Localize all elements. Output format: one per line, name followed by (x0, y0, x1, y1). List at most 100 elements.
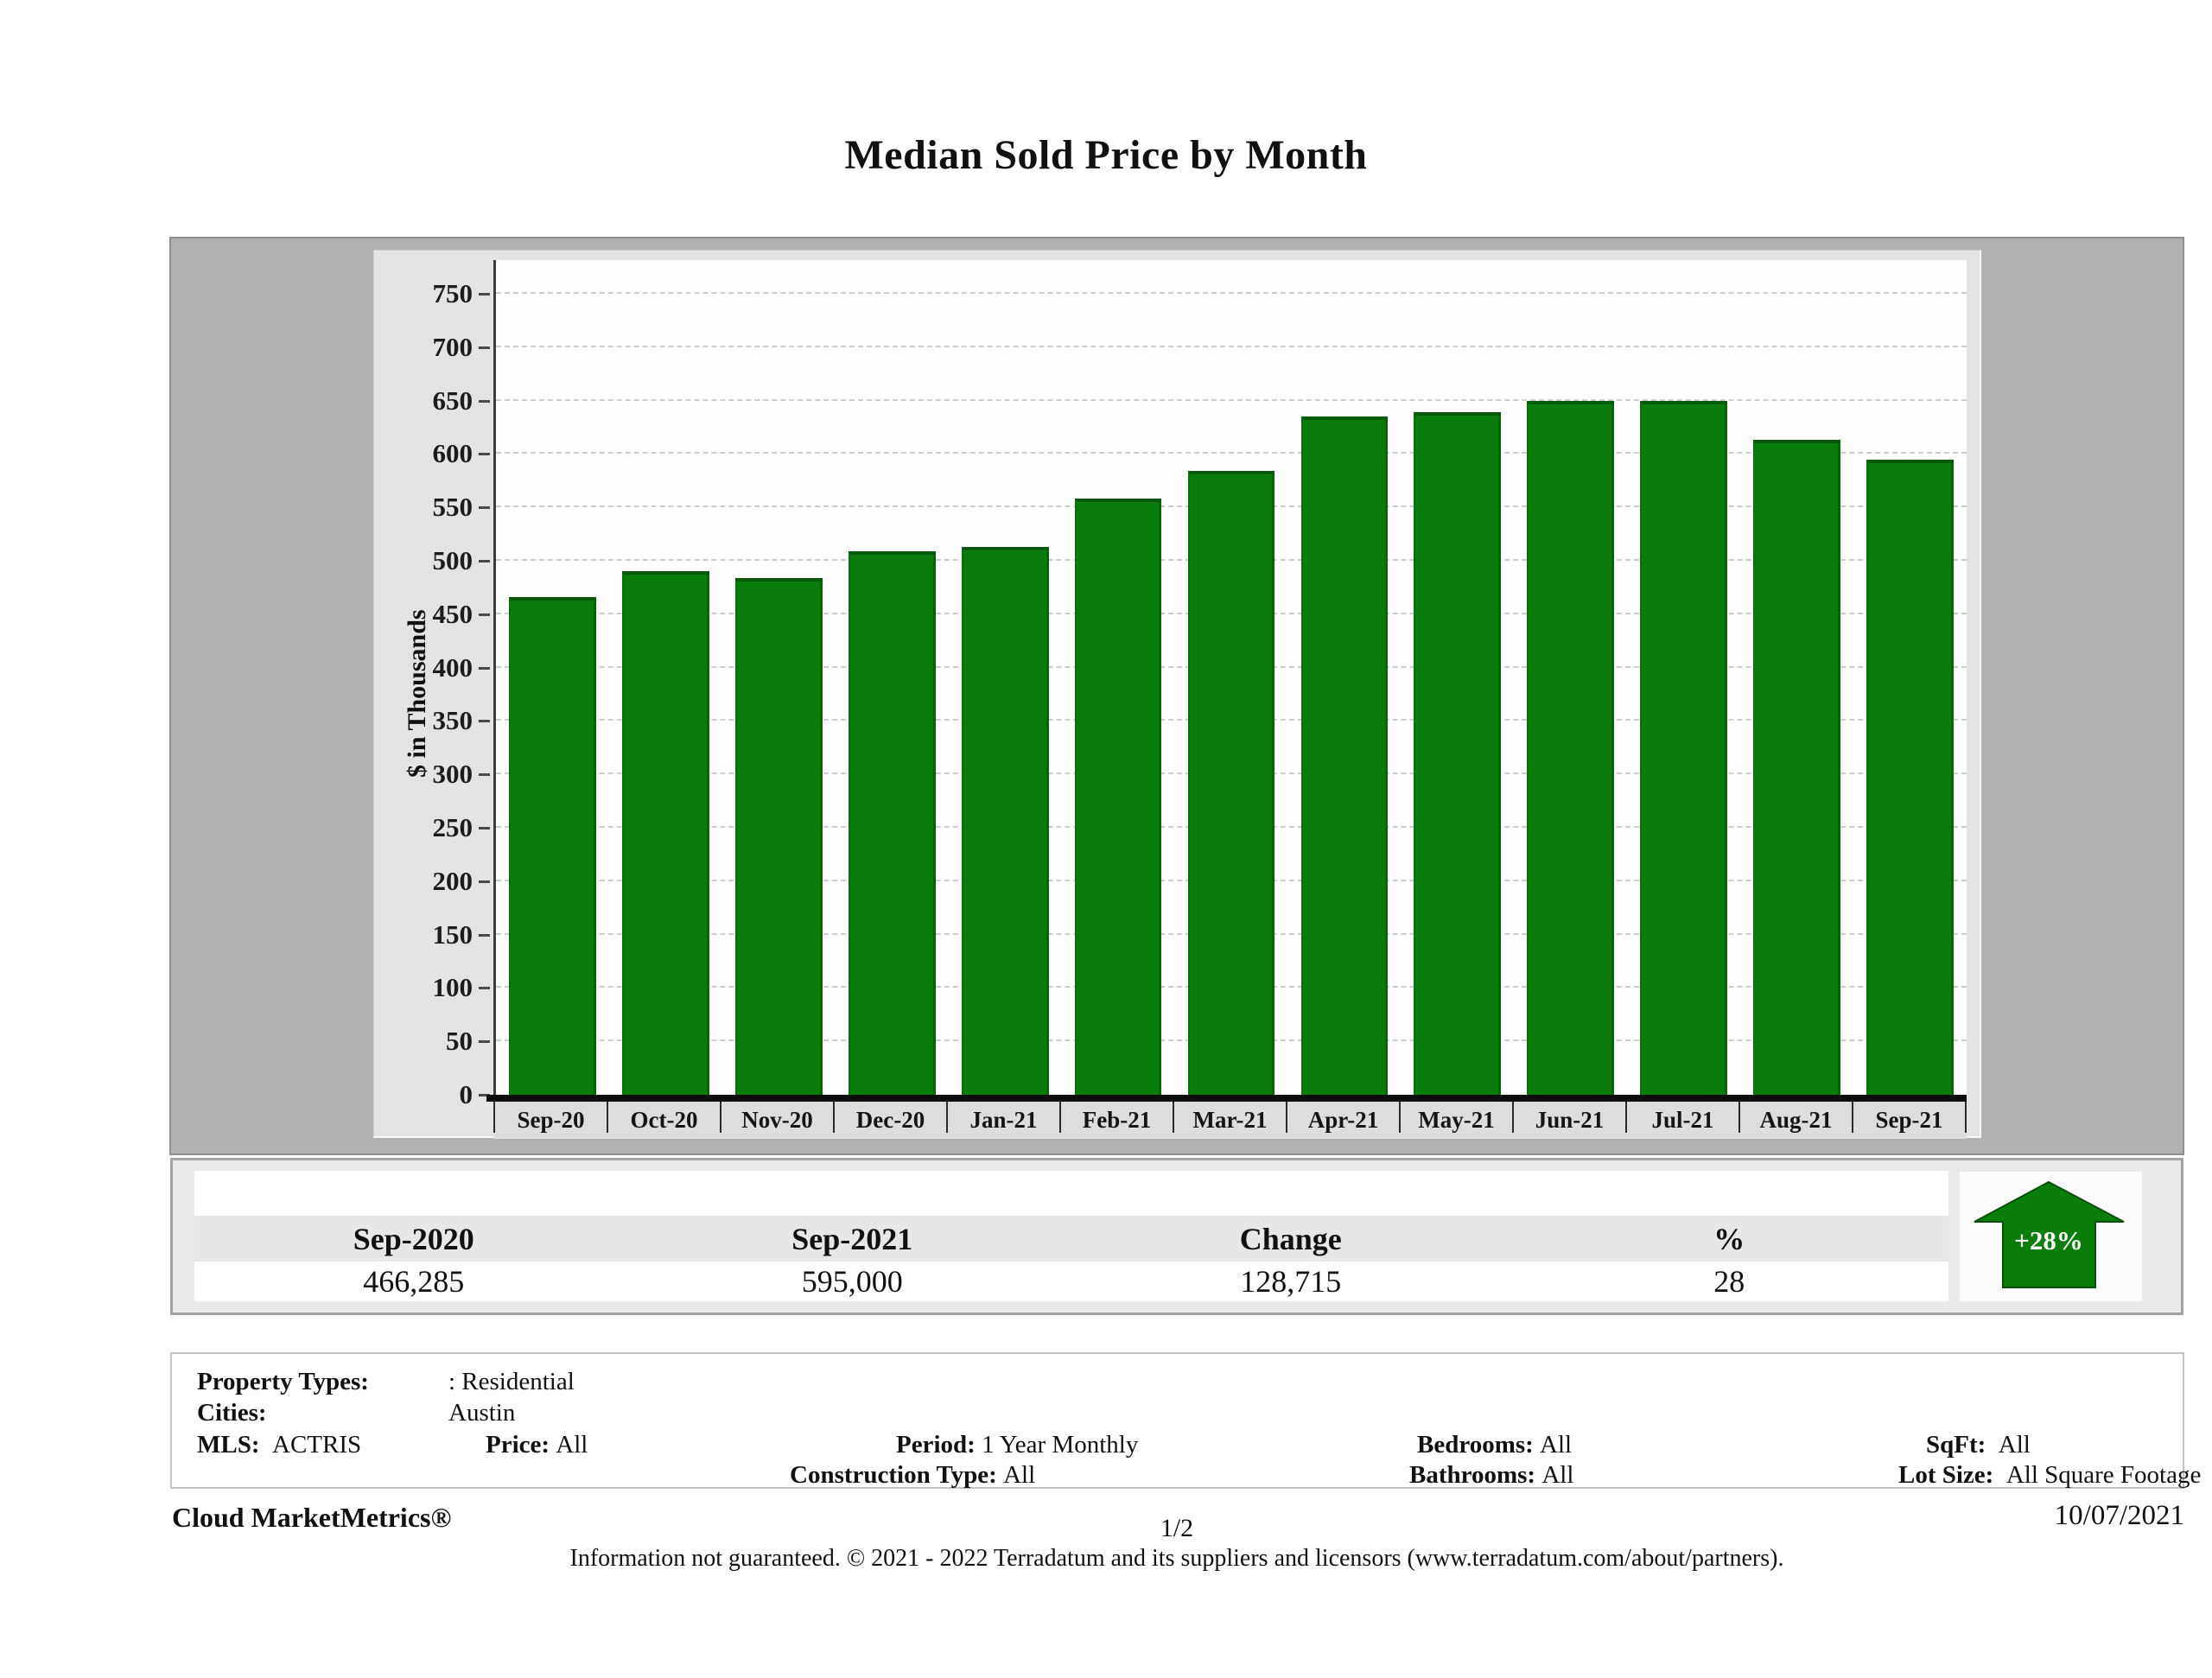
sqft-value: All (1998, 1431, 2031, 1459)
y-tick-mark (479, 1040, 490, 1044)
y-tick-50: 50 (446, 1026, 473, 1057)
y-tick-mark (479, 346, 490, 349)
period-value: 1 Year Monthly (982, 1431, 1139, 1459)
bar-slot (1401, 260, 1514, 1095)
bar-Dec-20 (848, 551, 936, 1095)
price-value: All (556, 1431, 588, 1459)
x-label-Mar-21: Mar-21 (1173, 1102, 1286, 1133)
x-label-Jul-21: Jul-21 (1625, 1102, 1738, 1133)
summary-section: Sep-2020 Sep-2021 Change% 466,285 595,000 12… (170, 1158, 2183, 1315)
x-label-Apr-21: Apr-21 (1286, 1102, 1399, 1133)
x-axis-labels: Sep-20 Oct-20 Nov-20 Dec-20 Jan-21 Feb-21 Mar-… (493, 1102, 1967, 1139)
y-tick-650: 650 (432, 385, 474, 416)
summary-spacer-row (194, 1171, 1948, 1216)
cities-label: Cities: (197, 1399, 267, 1427)
gridline-650 (496, 398, 1967, 401)
y-tick-mark (479, 506, 490, 510)
x-label-May-21: May-21 (1399, 1102, 1512, 1133)
up-arrow-icon: +28% (1974, 1180, 2125, 1288)
y-tick-mark (479, 560, 490, 563)
bar-slot (1627, 260, 1740, 1095)
y-tick-500: 500 (432, 545, 474, 575)
x-label-Jan-21: Jan-21 (946, 1102, 1059, 1133)
bar-slot (496, 260, 609, 1095)
bar-Sep-20 (509, 597, 596, 1095)
bar-slot (722, 260, 836, 1095)
bar-slot (1740, 260, 1853, 1095)
y-tick-400: 400 (432, 651, 474, 683)
y-tick-mark (479, 1094, 490, 1096)
trend-arrow-box: +28% (1960, 1172, 2142, 1301)
summary-table: Sep-2020 Sep-2021 Change% 466,285 595,000 12… (194, 1171, 1948, 1301)
footer-brand: Cloud MarketMetrics® (172, 1502, 452, 1533)
summary-value-%: 28 (1713, 1264, 1745, 1299)
mls-label: MLS: (197, 1431, 260, 1459)
filter-lot-size: Lot Size: All Square Footage (1898, 1461, 2201, 1489)
filter-bedrooms: Bedrooms: All (1417, 1431, 1572, 1459)
y-tick-100: 100 (432, 972, 474, 1003)
y-tick-150: 150 (432, 918, 474, 950)
filter-cities-value: Austin (448, 1399, 516, 1427)
price-label: Price: (486, 1431, 550, 1459)
bar-slot (949, 260, 1062, 1095)
x-label-Aug-21: Aug-21 (1738, 1102, 1852, 1133)
construction-type-label: Construction Type: (790, 1461, 997, 1489)
bar-Nov-20 (734, 578, 823, 1095)
y-tick-550: 550 (432, 492, 474, 523)
bar-Jan-21 (961, 547, 1049, 1095)
x-label-Jun-21: Jun-21 (1512, 1102, 1625, 1133)
bar-Oct-20 (621, 571, 709, 1095)
filter-cities-label: Cities: (197, 1399, 267, 1427)
filter-sqft: SqFt: All (1926, 1431, 2031, 1459)
up-arrow-shape (1974, 1180, 2125, 1288)
bar-Aug-21 (1753, 440, 1840, 1095)
y-tick-200: 200 (432, 865, 474, 896)
y-tick-mark (479, 827, 490, 829)
y-axis-ticks: 0 50 100 150 200 250 300 350 400 450 500 550 600 650 7… (374, 260, 492, 1109)
x-axis-line (486, 1095, 1967, 1102)
filter-construction-type: Construction Type: All (790, 1461, 1035, 1489)
bar-slot (836, 260, 949, 1095)
bar-Sep-21 (1866, 460, 1954, 1095)
gridline-750 (496, 292, 1967, 294)
x-label-Dec-20: Dec-20 (833, 1102, 946, 1133)
summary-header-Sep-2021: Sep-2021 (791, 1221, 913, 1256)
y-tick-mark (479, 293, 490, 296)
filter-period: Period: 1 Year Monthly (896, 1431, 1138, 1459)
page-title: Median Sold Price by Month (844, 132, 1368, 178)
x-label-Feb-21: Feb-21 (1059, 1102, 1173, 1133)
x-label-Oct-20: Oct-20 (607, 1102, 720, 1133)
bars (496, 260, 1967, 1095)
bathrooms-value: All (1541, 1461, 1574, 1489)
bar-Jun-21 (1527, 401, 1615, 1095)
summary-value-Change: 128,715 (1240, 1264, 1342, 1299)
bar-slot (1287, 260, 1401, 1095)
y-tick-mark (479, 613, 490, 616)
bar-Mar-21 (1187, 471, 1275, 1095)
summary-value-row: 466,285 595,000 128,715 28 (194, 1262, 1948, 1301)
y-tick-350: 350 (432, 705, 474, 736)
filter-price: Price: All (486, 1431, 588, 1459)
sqft-label: SqFt: (1926, 1431, 1986, 1459)
summary-header-Sep-2020: Sep-2020 (353, 1221, 474, 1256)
summary-header-%: % (1713, 1221, 1745, 1256)
lot-size-value: All Square Footage (2005, 1461, 2202, 1489)
bar-slot (1514, 260, 1627, 1095)
y-tick-300: 300 (432, 759, 474, 790)
property-types-label: Property Types: (197, 1368, 369, 1395)
y-tick-mark (479, 399, 490, 403)
summary-value-Sep-2021: 595,000 (801, 1264, 903, 1299)
filter-property-types-label: Property Types: (197, 1368, 369, 1395)
y-tick-450: 450 (432, 598, 474, 629)
x-label-Nov-20: Nov-20 (720, 1102, 833, 1133)
bar-Apr-21 (1300, 416, 1389, 1095)
mls-value: ACTRIS (272, 1431, 362, 1459)
y-tick-mark (479, 720, 490, 723)
plot-area (493, 260, 1967, 1095)
y-tick-mark (479, 880, 490, 883)
lot-size-label: Lot Size: (1898, 1461, 1994, 1489)
bar-slot (1062, 260, 1175, 1095)
y-tick-mark (479, 773, 490, 777)
footer-page-number: 1/2 (1160, 1514, 1194, 1542)
